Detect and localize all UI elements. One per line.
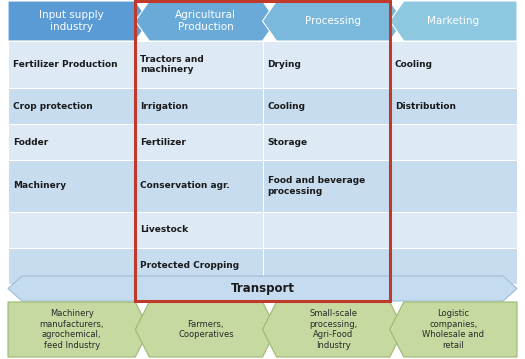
Bar	[135, 124, 262, 160]
Bar	[262, 248, 390, 284]
Polygon shape	[8, 302, 149, 357]
Polygon shape	[390, 1, 517, 41]
Text: Fodder: Fodder	[13, 138, 48, 147]
Bar	[135, 248, 262, 284]
Polygon shape	[8, 1, 149, 41]
Bar	[262, 41, 390, 88]
Text: Processing: Processing	[305, 16, 361, 26]
Text: Cooling: Cooling	[268, 102, 306, 111]
Text: Machinery
manufacturers,
agrochemical,
feed Industry: Machinery manufacturers, agrochemical, f…	[39, 309, 104, 350]
Bar	[8, 211, 135, 248]
Polygon shape	[262, 1, 404, 41]
Polygon shape	[390, 302, 517, 357]
Bar	[8, 88, 135, 124]
Text: Food and beverage
processing: Food and beverage processing	[268, 176, 365, 196]
Bar	[8, 248, 135, 284]
Bar	[390, 88, 517, 124]
Text: Input supply
industry: Input supply industry	[39, 10, 104, 32]
Bar	[390, 248, 517, 284]
Bar	[262, 124, 390, 160]
Bar	[390, 124, 517, 160]
Text: Protected Cropping: Protected Cropping	[140, 261, 239, 270]
Text: Livestock: Livestock	[140, 225, 188, 234]
Text: Fertilizer: Fertilizer	[140, 138, 186, 147]
Polygon shape	[8, 276, 517, 301]
Bar	[390, 160, 517, 211]
Polygon shape	[135, 302, 277, 357]
Bar	[262, 160, 390, 211]
Text: Crop protection: Crop protection	[13, 102, 93, 111]
Text: Farmers,
Cooperatives: Farmers, Cooperatives	[178, 320, 234, 339]
Bar	[135, 1, 390, 301]
Text: Transport: Transport	[230, 282, 295, 295]
Bar	[8, 160, 135, 211]
Text: Fertilizer Production: Fertilizer Production	[13, 60, 118, 69]
Bar	[135, 211, 262, 248]
Text: Irrigation: Irrigation	[140, 102, 188, 111]
Text: Small-scale
processing,
Agri-Food
Industry: Small-scale processing, Agri-Food Indust…	[309, 309, 357, 350]
Bar	[262, 211, 390, 248]
Bar	[390, 41, 517, 88]
Bar	[135, 88, 262, 124]
Bar	[135, 41, 262, 88]
Bar	[8, 41, 135, 88]
Text: Cooling: Cooling	[395, 60, 433, 69]
Polygon shape	[135, 1, 277, 41]
Text: Agricultural
Production: Agricultural Production	[175, 10, 236, 32]
Text: Tractors and
machinery: Tractors and machinery	[140, 55, 204, 74]
Text: Logistic
companies,
Wholesale and
retail: Logistic companies, Wholesale and retail	[423, 309, 485, 350]
Text: Distribution: Distribution	[395, 102, 456, 111]
Bar	[262, 88, 390, 124]
Text: Marketing: Marketing	[427, 16, 479, 26]
Bar	[390, 211, 517, 248]
Polygon shape	[262, 302, 404, 357]
Text: Conservation agr.: Conservation agr.	[140, 181, 230, 190]
Bar	[8, 124, 135, 160]
Bar	[135, 160, 262, 211]
Text: Storage: Storage	[268, 138, 308, 147]
Text: Machinery: Machinery	[13, 181, 66, 190]
Text: Drying: Drying	[268, 60, 301, 69]
